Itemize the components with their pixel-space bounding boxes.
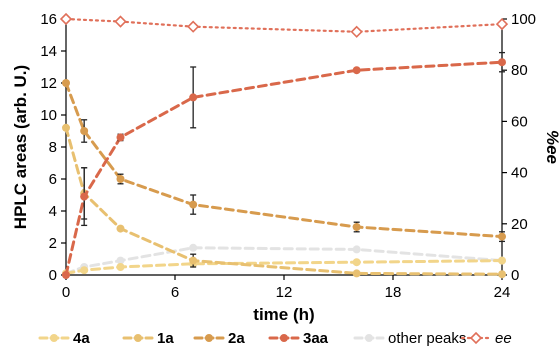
data-point	[352, 66, 361, 75]
data-point	[116, 133, 125, 142]
data-point	[80, 266, 89, 275]
legend-label: ee	[495, 330, 512, 347]
data-point	[59, 12, 73, 26]
data-point	[116, 256, 125, 265]
y-tick-label: 0	[49, 267, 57, 284]
y-tick-label: 6	[49, 171, 57, 188]
data-point	[352, 269, 361, 278]
data-point	[498, 232, 506, 241]
data-point	[189, 93, 198, 102]
y-tick-label: 12	[40, 75, 57, 92]
legend-label: other peaks	[388, 330, 466, 347]
y2-tick-label: 100	[511, 11, 536, 28]
series-ee	[59, 12, 509, 38]
legend-label: 4a	[73, 330, 90, 347]
x-tick-label: 24	[494, 284, 511, 301]
data-point	[114, 15, 127, 28]
x-tick-label: 12	[276, 284, 293, 301]
y-tick-label: 8	[49, 139, 57, 156]
data-point	[80, 192, 89, 201]
data-point	[495, 17, 509, 31]
y2-tick-label: 60	[511, 113, 528, 130]
x-tick-label: 6	[171, 284, 179, 301]
legend-marker	[365, 334, 373, 342]
series-line	[64, 17, 504, 33]
series-line	[64, 126, 504, 276]
legend-item-3aa: 3aa	[268, 330, 329, 347]
y-tick-label: 2	[49, 235, 57, 252]
data-point	[498, 270, 506, 279]
data-point	[189, 243, 198, 252]
legend-marker	[469, 331, 483, 345]
legend-item-other-peaks: other peaks	[353, 330, 466, 347]
x-axis-title: time (h)	[253, 305, 314, 324]
legend-marker	[280, 334, 288, 342]
legend-item-4a: 4a	[38, 330, 90, 347]
legend-marker	[50, 334, 58, 342]
y2-tick-label: 40	[511, 165, 528, 182]
data-point	[116, 224, 125, 233]
data-point	[352, 258, 361, 267]
y-tick-label: 14	[40, 43, 57, 60]
y2-tick-label: 80	[511, 62, 528, 79]
series-3aa	[62, 51, 506, 279]
legend: 4a 1a 2a 3aa other peaks ee	[38, 330, 512, 347]
data-point	[350, 25, 363, 38]
data-point	[62, 271, 70, 279]
y-axis-title: HPLC areas (arb. U.)	[11, 65, 30, 229]
data-point	[80, 127, 89, 135]
legend-item-2a: 2a	[193, 330, 245, 347]
y-tick-label: 4	[49, 203, 57, 220]
series-line	[64, 81, 504, 239]
series-2a	[62, 79, 506, 243]
data-point	[187, 20, 200, 33]
y-tick-label: 16	[40, 11, 57, 28]
legend-item-1a: 1a	[122, 330, 174, 347]
data-point	[189, 200, 198, 209]
data-point	[498, 58, 506, 67]
data-point	[116, 263, 125, 271]
data-point	[189, 256, 198, 265]
data-point	[116, 175, 125, 183]
data-point	[498, 256, 506, 265]
legend-label: 1a	[157, 330, 174, 347]
x-tick-label: 18	[385, 284, 402, 301]
legend-label: 3aa	[303, 330, 329, 347]
legend-marker	[134, 334, 142, 342]
y2-tick-label: 20	[511, 216, 528, 233]
legend-label: 2a	[228, 330, 245, 347]
x-tick-label: 0	[62, 284, 70, 301]
legend-item-ee: ee	[460, 330, 512, 347]
series-line	[64, 60, 504, 277]
data-point	[62, 79, 70, 87]
data-point	[352, 245, 361, 254]
legend-marker	[205, 334, 213, 342]
series-layer	[59, 12, 509, 279]
y2-axis-title: %ee	[543, 130, 560, 164]
data-point	[352, 223, 361, 231]
y-tick-label: 10	[40, 107, 57, 124]
y2-tick-label: 0	[511, 267, 519, 284]
data-point	[62, 123, 70, 132]
